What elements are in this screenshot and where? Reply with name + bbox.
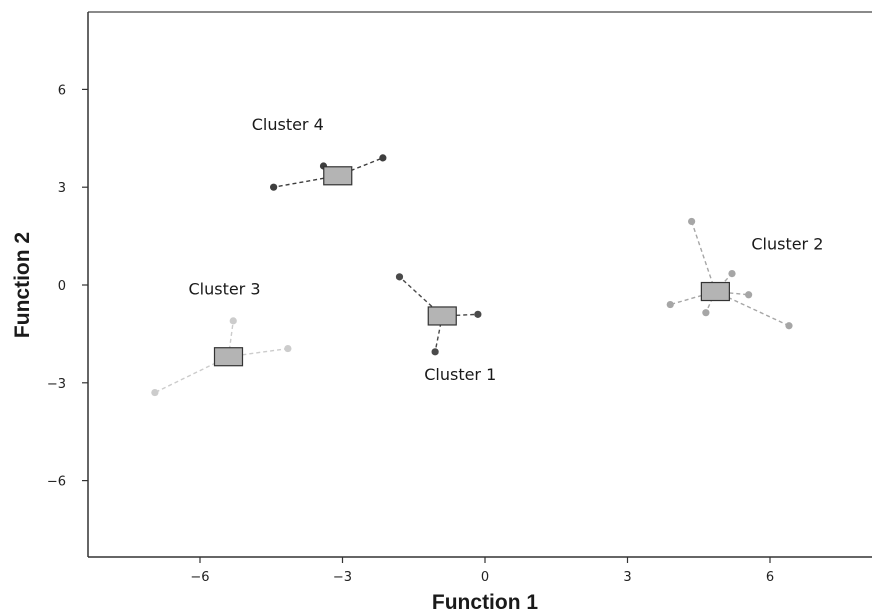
y-tick-label: 0 [58,279,66,294]
cluster-point [745,291,753,299]
cluster-centroid [213,347,244,367]
cluster-label: Cluster 2 [751,235,823,254]
x-tick-label: 0 [481,570,489,585]
cluster-point [474,310,482,318]
x-tick-label: 3 [623,570,631,585]
cluster-label: Cluster 1 [424,365,496,384]
x-axis-title: Function 1 [432,591,538,612]
y-axis-title: Function 2 [11,232,34,338]
cluster-point [666,300,674,309]
cluster-centroid [427,306,457,326]
y-tick-label: −6 [47,475,66,490]
cluster-point [284,344,292,353]
cluster-point [702,309,710,317]
y-tick-label: −3 [47,377,66,392]
x-tick-label: −3 [333,570,352,585]
cluster-connector-line [434,315,443,352]
y-tick-label: 6 [58,83,66,98]
cluster-connector-line [715,290,749,296]
cluster-label: Cluster 4 [252,115,324,134]
cluster-centroid [700,281,730,302]
cluster-point [728,269,736,278]
cluster-centroid [323,166,353,186]
cluster-point [688,217,696,226]
cluster-point [431,348,439,356]
x-tick-label: −6 [190,570,209,585]
cluster-connector-line [690,221,717,292]
cluster-connector-line [227,320,234,357]
cluster-point [395,273,404,281]
cluster-point [151,388,159,397]
y-tick-label: 3 [58,181,66,196]
plot-area: −6 −3 0 3 6 6 3 0 −3 −6 Cluster 1 Cluster 2 Cluster … [47,11,872,585]
cluster-point [229,317,237,325]
cluster-label: Cluster 3 [188,280,260,299]
cluster-point [379,154,387,162]
cluster-point [270,183,278,191]
x-tick-label: 6 [766,570,774,585]
cluster-point [785,322,793,330]
cluster-connector-line [442,313,478,317]
